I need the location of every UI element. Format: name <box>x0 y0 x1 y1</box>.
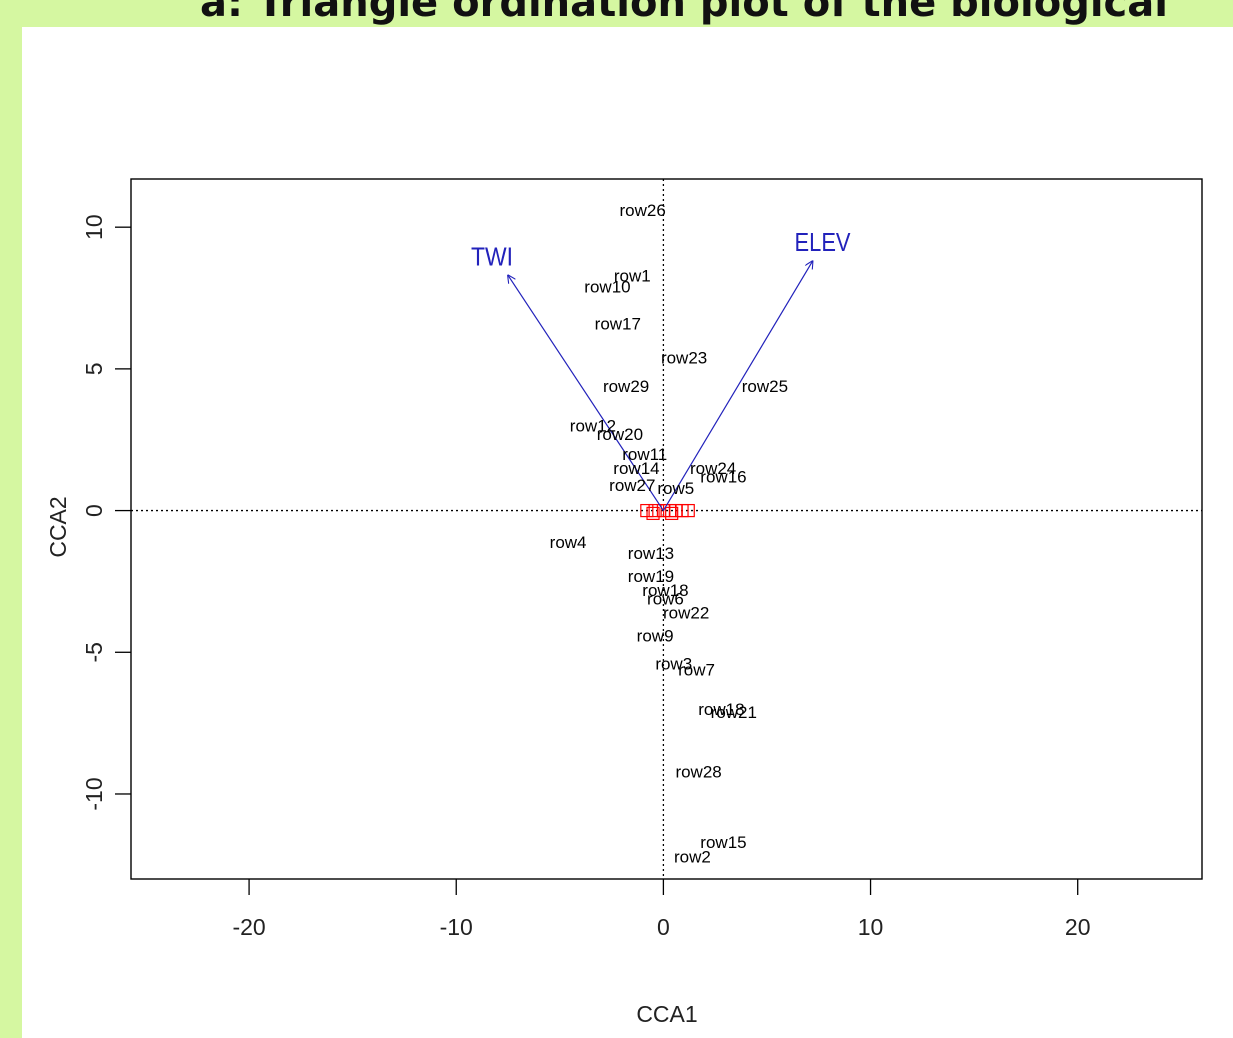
site-label: row28 <box>675 762 721 781</box>
site-label: row15 <box>700 833 746 852</box>
x-tick-label: -10 <box>440 914 473 940</box>
site-label: row6 <box>647 589 684 608</box>
species-layer <box>640 503 695 521</box>
site-label: row10 <box>584 278 630 297</box>
biplot-label: ELEV <box>795 227 852 257</box>
site-label: row9 <box>637 626 674 645</box>
species-mark <box>648 503 662 518</box>
x-tick-label: 10 <box>858 914 884 940</box>
site-label: row21 <box>711 703 757 722</box>
biplot-layer: TWI ELEV <box>471 227 852 511</box>
chart-canvas: -20 -10 0 10 20 -10 -5 0 5 10 CCA1 CCA2 TWI ELEV … <box>22 27 1233 1038</box>
biplot-arrow <box>662 261 812 511</box>
species-mark <box>681 503 695 518</box>
reference-lines <box>131 179 1202 879</box>
biplot-arrow <box>508 275 664 511</box>
y-tick-label: 0 <box>81 504 107 517</box>
y-axis: -10 -5 0 5 10 <box>81 214 131 811</box>
site-label: row3 <box>655 655 692 674</box>
site-label: row17 <box>595 315 641 334</box>
y-tick-label: -5 <box>81 642 107 662</box>
species-mark <box>646 506 660 521</box>
site-label: row14 <box>613 459 659 478</box>
y-axis-label: CCA2 <box>45 496 71 557</box>
site-label: row7 <box>678 660 715 679</box>
x-axis-label: CCA1 <box>636 1001 697 1027</box>
title-strip: a: Triangle ordination plot of the biolo… <box>0 0 1233 27</box>
site-label: row18 <box>698 700 744 719</box>
site-label: row22 <box>663 604 709 623</box>
site-label: row24 <box>690 459 736 478</box>
site-label: row25 <box>742 377 788 396</box>
site-label: row1 <box>614 266 651 285</box>
x-axis: -20 -10 0 10 20 <box>232 879 1091 940</box>
site-label: row4 <box>550 533 587 552</box>
y-tick-label: 5 <box>81 362 107 375</box>
site-label: row5 <box>657 479 694 498</box>
species-mark <box>665 506 679 521</box>
site-label: row12 <box>570 417 616 436</box>
site-label: row23 <box>661 349 707 368</box>
y-tick-label: -10 <box>81 777 107 810</box>
site-label: row26 <box>620 201 666 220</box>
x-tick-label: 0 <box>657 914 670 940</box>
site-label: row27 <box>609 476 655 495</box>
page-title: a: Triangle ordination plot of the biolo… <box>200 0 1168 26</box>
site-label: row18 <box>642 581 688 600</box>
site-label: row13 <box>628 544 674 563</box>
y-tick-label: 10 <box>81 214 107 240</box>
site-label: row2 <box>674 847 711 866</box>
biplot-label: TWI <box>471 241 513 271</box>
x-tick-label: 20 <box>1065 914 1091 940</box>
plot-frame <box>130 178 1203 880</box>
site-label: row19 <box>628 567 674 586</box>
site-label: row11 <box>622 445 667 464</box>
site-label: row16 <box>700 468 746 487</box>
site-label: row29 <box>603 377 649 396</box>
x-tick-label: -20 <box>232 914 265 940</box>
site-label: row20 <box>597 425 643 444</box>
